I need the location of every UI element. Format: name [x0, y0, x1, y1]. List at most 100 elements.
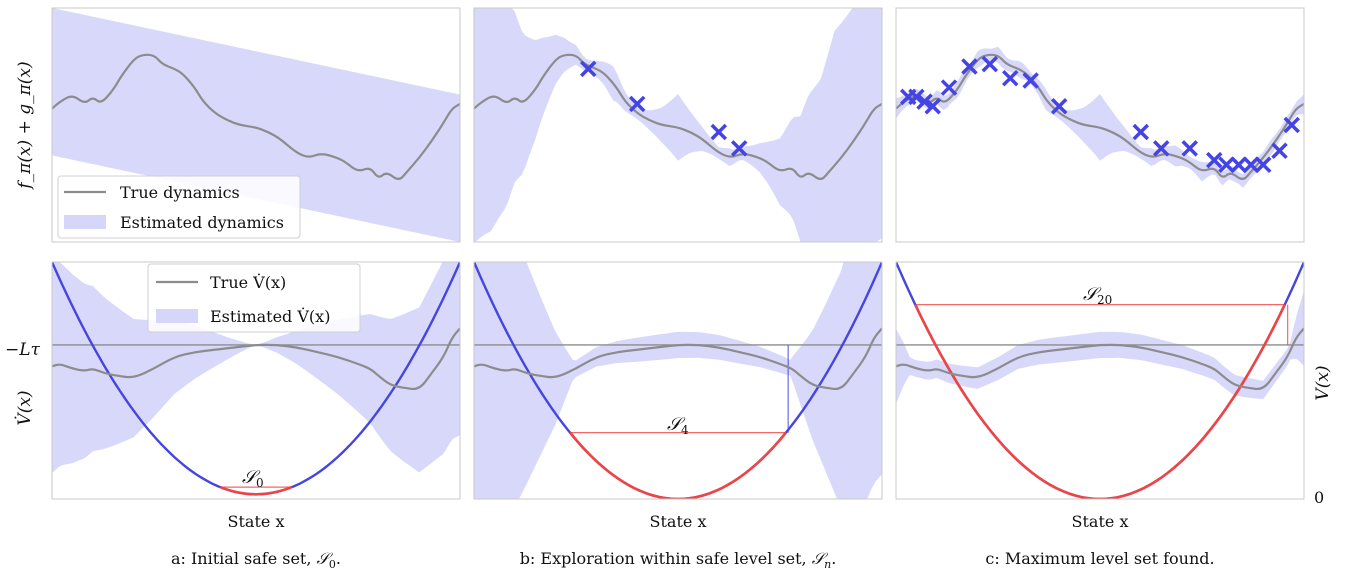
- safe-label-a-sub: 0: [256, 476, 264, 490]
- sample-stroke: [1283, 116, 1300, 134]
- caption-c-prefix: c: Maximum level set found.: [985, 549, 1214, 568]
- xlabel-b: State x: [650, 512, 707, 531]
- legend-true-vdot-label: True V̇(x): [210, 273, 286, 292]
- sample-stroke: [1132, 123, 1150, 141]
- safe-label-c: 𝒮20: [1083, 284, 1112, 307]
- true-dynamics-line-a-top: [52, 53, 460, 180]
- sample-marker-c-top-12: [1181, 140, 1198, 157]
- frame-c-bottom: [895, 261, 1305, 500]
- sample-stroke: [924, 98, 941, 115]
- panel-c-bottom: [896, 262, 1304, 499]
- sample-stroke: [1022, 72, 1039, 89]
- sample-marker-c-top-14: [1218, 156, 1235, 174]
- estimated-band-a-bottom: [52, 262, 460, 473]
- sample-marker-b-top-0: [580, 60, 597, 78]
- sample-stroke: [1254, 156, 1272, 174]
- sample-stroke: [580, 60, 597, 78]
- panel-a-top: [52, 8, 460, 242]
- sample-stroke: [916, 93, 933, 110]
- legend-est-swatch: [64, 215, 106, 229]
- xlabel-a: State x: [228, 512, 285, 531]
- safe-set-curve-b-bottom: [569, 431, 787, 499]
- sample-marker-c-top-17: [1254, 156, 1272, 174]
- legend-bottom-box: [147, 263, 361, 333]
- legend-top: True dynamics Estimated dynamics: [57, 175, 301, 239]
- sample-stroke: [628, 95, 646, 113]
- sample-marker-b-top-1: [628, 95, 646, 113]
- axes-frames: [51, 7, 1305, 500]
- caption-a-sub: 0: [329, 558, 336, 571]
- caption-c: c: Maximum level set found.: [985, 549, 1214, 568]
- legend-top-box: [57, 175, 301, 239]
- sample-stroke: [940, 79, 958, 96]
- xlabel-c: State x: [1072, 512, 1129, 531]
- caption-a-suffix: .: [336, 549, 341, 568]
- sample-stroke: [1218, 156, 1235, 174]
- sample-marker-c-top-16: [1242, 156, 1260, 174]
- sample-stroke: [730, 140, 748, 157]
- true-vdot-line-c-bottom: [896, 327, 1304, 391]
- true-vdot-line-b-bottom: [474, 327, 882, 391]
- sample-marker-c-top-19: [1283, 116, 1300, 134]
- frame-a-bottom: [51, 261, 461, 500]
- legend-true-label: True dynamics: [120, 183, 240, 202]
- safe-set-curve-c-bottom: [914, 304, 1286, 499]
- panel-c-top: [896, 46, 1304, 188]
- caption-a: a: Initial safe set, 𝒮0.: [171, 549, 341, 571]
- bottom-ylabel: V̇(x): [15, 390, 35, 425]
- sample-marker-c-top-9: [1050, 98, 1068, 115]
- legend-est-vdot-label: Estimated V̇(x): [210, 307, 330, 326]
- sample-marker-c-top-1: [908, 88, 925, 106]
- caption-a-prefix: a: Initial safe set,: [171, 549, 317, 568]
- sample-marker-c-top-10: [1132, 123, 1150, 141]
- panel-b-bottom: [474, 262, 882, 499]
- sample-marker-c-top-4: [940, 79, 958, 96]
- frame-a-top: [51, 7, 461, 243]
- estimated-band-a-top: [52, 8, 460, 242]
- sample-stroke: [1050, 98, 1068, 115]
- neg-l-tau-label: −Lτ: [5, 340, 41, 360]
- legend-bottom: True V̇(x) Estimated V̇(x): [147, 263, 361, 333]
- frame-b-bottom: [473, 261, 883, 500]
- sample-stroke: [710, 123, 728, 141]
- lyapunov-curve-b-bottom: [474, 262, 882, 499]
- sample-stroke: [1271, 142, 1288, 159]
- sample-marker-c-top-7: [1002, 69, 1019, 87]
- sample-marker-c-top-3: [924, 98, 941, 115]
- estimated-band-b-top: [474, 8, 882, 242]
- estimated-band-c-top: [896, 46, 1304, 188]
- sample-marker-c-top-11: [1152, 140, 1170, 157]
- safe-label-b-sub: 4: [681, 423, 689, 437]
- estimated-band-c-bottom: [896, 290, 1304, 404]
- sample-marker-b-top-2: [710, 123, 728, 141]
- sample-stroke: [1242, 156, 1260, 174]
- sample-marker-c-top-6: [981, 55, 999, 73]
- sample-stroke: [1002, 69, 1019, 87]
- true-dynamics-line-c-top: [896, 53, 1304, 180]
- top-ylabel: f_π(x) + g_π(x): [15, 61, 35, 190]
- legend-est-vdot-swatch: [156, 309, 198, 323]
- sample-marker-c-top-15: [1230, 156, 1247, 174]
- sample-marker-c-top-13: [1206, 151, 1223, 169]
- sample-marker-c-top-2: [916, 93, 933, 110]
- safe-label-c-sub: 20: [1097, 293, 1112, 307]
- estimated-band-b-bottom: [474, 262, 882, 499]
- sample-stroke: [1230, 156, 1247, 174]
- safe-label-a: 𝒮0: [242, 467, 264, 490]
- sample-marker-c-top-8: [1022, 72, 1039, 89]
- zero-label: 0: [1314, 488, 1324, 507]
- true-dynamics-line-b-top: [474, 53, 882, 180]
- sample-stroke: [908, 88, 925, 106]
- frame-c-top: [895, 7, 1305, 243]
- sample-marker-c-top-18: [1271, 142, 1288, 159]
- sample-stroke: [981, 55, 999, 73]
- true-vdot-line-a-bottom: [52, 327, 460, 391]
- sample-stroke: [1152, 140, 1170, 157]
- caption-b-prefix: b: Exploration within safe level set,: [520, 549, 812, 568]
- panel-b-top: [474, 8, 882, 242]
- legend-est-label: Estimated dynamics: [120, 213, 284, 232]
- frame-b-top: [473, 7, 883, 243]
- sample-marker-b-top-3: [730, 140, 748, 157]
- caption-b-suffix: .: [831, 549, 836, 568]
